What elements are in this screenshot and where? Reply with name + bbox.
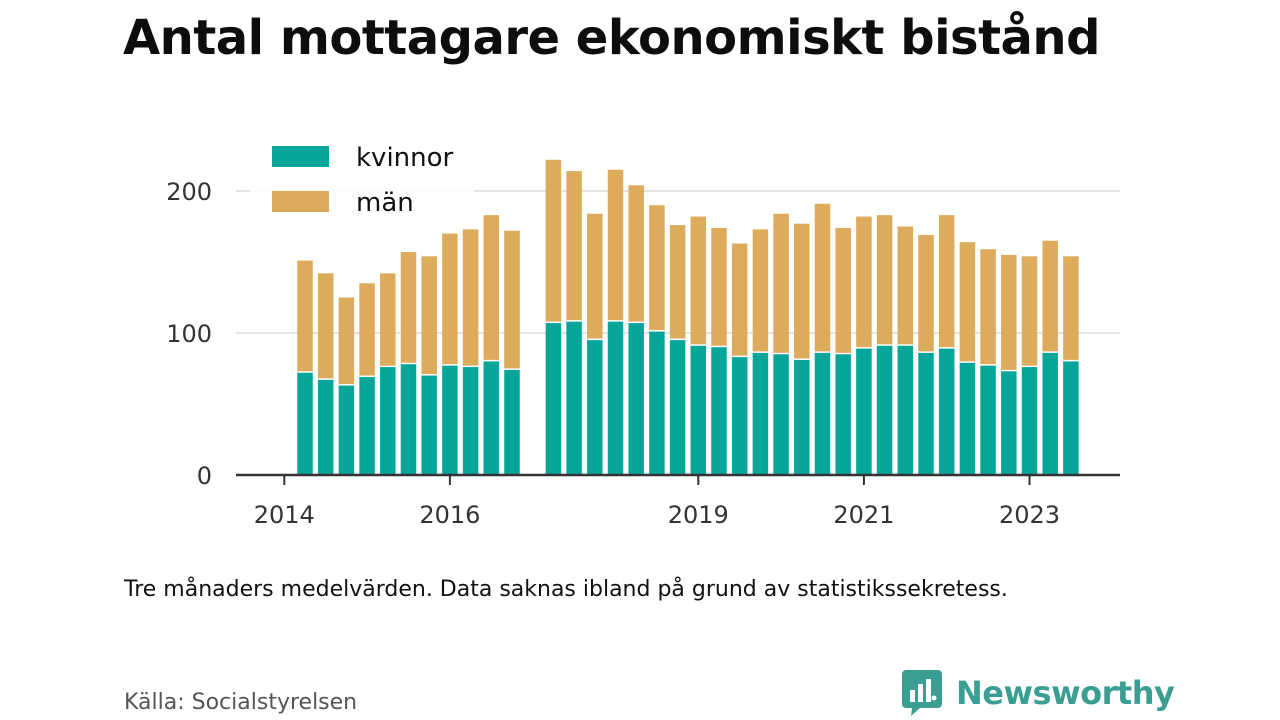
bar-man-2015-Q1 — [359, 283, 375, 376]
bar-man-2021-Q1 — [856, 216, 872, 348]
legend-swatch-man — [272, 191, 329, 212]
axes: 0 100 200 2014 2016 2019 2021 2023 — [166, 178, 1120, 529]
bar-man-2014-Q2 — [297, 260, 313, 372]
newsworthy-logo-icon — [902, 670, 942, 716]
bar-kvinnor-2020-Q3 — [814, 352, 831, 475]
bar-kvinnor-2019-Q1 — [690, 345, 707, 475]
y-tick-label: 0 — [197, 462, 212, 490]
bar-kvinnor-2015-Q4 — [421, 375, 437, 475]
bar-kvinnor-2014-Q2 — [297, 372, 313, 475]
legend-swatch-kvinnor — [272, 146, 329, 167]
bar-man-2021-Q2 — [876, 215, 893, 345]
bar-man-2016-Q3 — [483, 215, 500, 360]
legend: kvinnor män — [250, 132, 474, 220]
bar-man-2019-Q2 — [711, 227, 727, 346]
bar-kvinnor-2018-Q2 — [628, 323, 644, 475]
bar-kvinnor-2021-Q3 — [897, 345, 914, 475]
bar-kvinnor-2023-Q1 — [1021, 367, 1038, 475]
bar-kvinnor-2020-Q2 — [794, 359, 810, 475]
x-tick-label: 2023 — [999, 501, 1060, 529]
bar-kvinnor-2023-Q3 — [1063, 361, 1079, 475]
bar-kvinnor-2020-Q1 — [773, 354, 789, 475]
bar-man-2016-Q4 — [504, 230, 520, 369]
bar-man-2015-Q2 — [380, 273, 396, 366]
bar-kvinnor-2019-Q4 — [752, 352, 769, 475]
bar-kvinnor-2018-Q3 — [649, 331, 665, 475]
bar-man-2020-Q4 — [835, 227, 851, 353]
bar-man-2020-Q2 — [794, 223, 810, 359]
brand-logo: Newsworthy — [902, 670, 1175, 716]
bar-man-2016-Q1 — [442, 233, 458, 365]
x-tick-label: 2014 — [254, 501, 315, 529]
bar-kvinnor-2016-Q2 — [462, 367, 479, 475]
bar-kvinnor-2019-Q3 — [731, 357, 748, 475]
bar-kvinnor-2017-Q2 — [545, 323, 562, 475]
bar-kvinnor-2023-Q2 — [1042, 352, 1058, 475]
bar-kvinnor-2015-Q2 — [380, 367, 396, 475]
brand-name: Newsworthy — [956, 674, 1175, 712]
bar-man-2015-Q3 — [400, 252, 417, 363]
bar-man-2015-Q4 — [421, 256, 437, 375]
bar-kvinnor-2022-Q2 — [959, 362, 976, 475]
bar-man-2022-Q1 — [938, 215, 955, 348]
bar-kvinnor-2021-Q2 — [876, 345, 893, 475]
bar-kvinnor-2015-Q3 — [400, 364, 417, 475]
x-tick-label: 2019 — [668, 501, 729, 529]
bar-man-2019-Q3 — [731, 243, 748, 356]
bars — [297, 159, 1079, 475]
bar-man-2018-Q3 — [649, 205, 665, 331]
bar-kvinnor-2021-Q4 — [918, 352, 934, 475]
bar-man-2014-Q3 — [317, 273, 334, 379]
y-tick-label: 100 — [166, 320, 212, 348]
bar-kvinnor-2016-Q1 — [442, 365, 458, 475]
bar-kvinnor-2014-Q4 — [338, 385, 355, 475]
chart-note: Tre månaders medelvärden. Data saknas ib… — [124, 577, 1008, 602]
x-tick-label: 2021 — [833, 501, 894, 529]
bar-kvinnor-2018-Q1 — [607, 321, 624, 475]
bar-man-2023-Q2 — [1042, 240, 1058, 352]
bar-kvinnor-2015-Q1 — [359, 377, 375, 475]
bar-man-2018-Q4 — [669, 225, 686, 339]
bar-kvinnor-2019-Q2 — [711, 347, 727, 475]
bar-kvinnor-2022-Q3 — [980, 365, 996, 475]
bar-man-2022-Q3 — [980, 249, 996, 365]
bar-kvinnor-2021-Q1 — [856, 348, 872, 475]
bar-man-2017-Q4 — [587, 213, 603, 339]
legend-label-man: män — [356, 188, 414, 218]
bar-man-2023-Q1 — [1021, 256, 1038, 366]
bar-man-2020-Q3 — [814, 203, 831, 352]
bar-kvinnor-2018-Q4 — [669, 340, 686, 475]
bar-man-2021-Q3 — [897, 226, 914, 345]
bar-man-2020-Q1 — [773, 213, 789, 353]
bar-man-2017-Q2 — [545, 159, 562, 322]
bar-kvinnor-2017-Q3 — [566, 321, 582, 475]
bar-kvinnor-2016-Q3 — [483, 361, 500, 475]
bar-man-2019-Q1 — [690, 216, 707, 345]
source-credit: Källa: Socialstyrelsen — [124, 690, 358, 715]
bar-man-2018-Q2 — [628, 185, 644, 322]
bar-man-2019-Q4 — [752, 229, 769, 352]
chart-title: Antal mottagare ekonomiskt bistånd — [123, 10, 1100, 66]
y-tick-label: 200 — [166, 178, 212, 206]
bar-man-2023-Q3 — [1063, 256, 1079, 360]
bar-man-2017-Q3 — [566, 171, 582, 321]
bar-man-2018-Q1 — [607, 169, 624, 321]
bar-kvinnor-2017-Q4 — [587, 340, 603, 475]
legend-label-kvinnor: kvinnor — [356, 143, 454, 173]
bar-kvinnor-2022-Q1 — [938, 348, 955, 475]
bar-kvinnor-2020-Q4 — [835, 354, 851, 475]
x-tick-label: 2016 — [419, 501, 480, 529]
bar-man-2021-Q4 — [918, 235, 934, 352]
bar-man-2022-Q2 — [959, 242, 976, 362]
bar-man-2022-Q4 — [1001, 254, 1017, 370]
bar-man-2014-Q4 — [338, 297, 355, 385]
bar-kvinnor-2016-Q4 — [504, 369, 520, 475]
bar-kvinnor-2014-Q3 — [317, 379, 334, 475]
bar-kvinnor-2022-Q4 — [1001, 371, 1017, 475]
bar-man-2016-Q2 — [462, 229, 479, 366]
